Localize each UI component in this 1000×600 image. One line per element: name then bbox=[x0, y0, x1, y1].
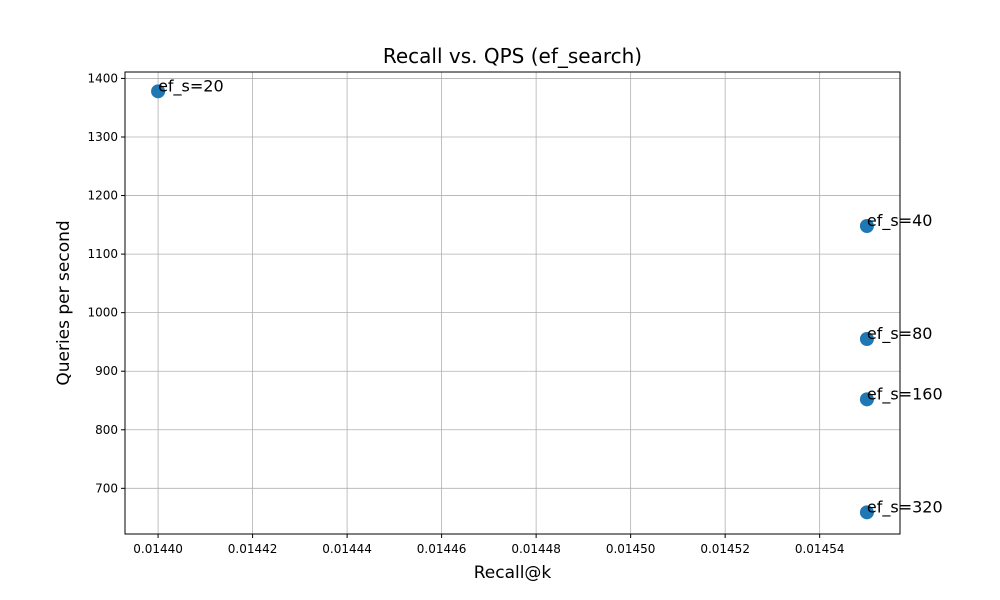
y-axis-label: Queries per second bbox=[54, 220, 74, 385]
y-tick-label: 800 bbox=[95, 423, 118, 437]
x-tick-label: 0.01450 bbox=[606, 542, 656, 556]
data-point-label: ef_s=160 bbox=[867, 384, 943, 404]
y-tick-label: 1300 bbox=[87, 130, 118, 144]
y-axis-ticks: 700 800 900 1000 1100 1200 1300 1400 bbox=[87, 71, 125, 495]
y-tick-label: 1100 bbox=[87, 247, 118, 261]
x-tick-label: 0.01448 bbox=[511, 542, 561, 556]
chart-title: Recall vs. QPS (ef_search) bbox=[383, 44, 642, 68]
y-tick-label: 1400 bbox=[87, 71, 118, 85]
x-axis-label: Recall@k bbox=[474, 563, 552, 583]
grid bbox=[125, 72, 900, 534]
data-point bbox=[859, 392, 874, 407]
data-point bbox=[151, 84, 166, 99]
data-point-label: ef_s=40 bbox=[867, 211, 933, 231]
data-point-label: ef_s=320 bbox=[867, 497, 943, 517]
plot-area bbox=[124, 71, 901, 535]
y-tick-label: 900 bbox=[95, 364, 118, 378]
x-tick-label: 0.01454 bbox=[795, 542, 845, 556]
x-tick-label: 0.01452 bbox=[700, 542, 750, 556]
x-tick-label: 0.01446 bbox=[417, 542, 467, 556]
data-point-label: ef_s=20 bbox=[158, 76, 224, 96]
y-tick-label: 700 bbox=[95, 481, 118, 495]
x-tick-label: 0.01444 bbox=[322, 542, 372, 556]
data-point bbox=[859, 219, 874, 233]
x-tick-label: 0.01442 bbox=[228, 542, 278, 556]
x-tick-label: 0.01440 bbox=[133, 542, 183, 556]
y-tick-label: 1000 bbox=[87, 306, 118, 320]
data-point bbox=[859, 505, 874, 520]
x-axis-ticks: 0.01440 0.01442 0.01444 0.01446 0.01448 0.014… bbox=[133, 534, 844, 556]
data-points: ef_s=20 ef_s=40 ef_s=80 ef_s=160 ef_s=320 bbox=[151, 76, 943, 520]
data-point bbox=[859, 332, 874, 347]
y-tick-label: 1200 bbox=[87, 189, 118, 203]
data-point-label: ef_s=80 bbox=[867, 324, 933, 344]
